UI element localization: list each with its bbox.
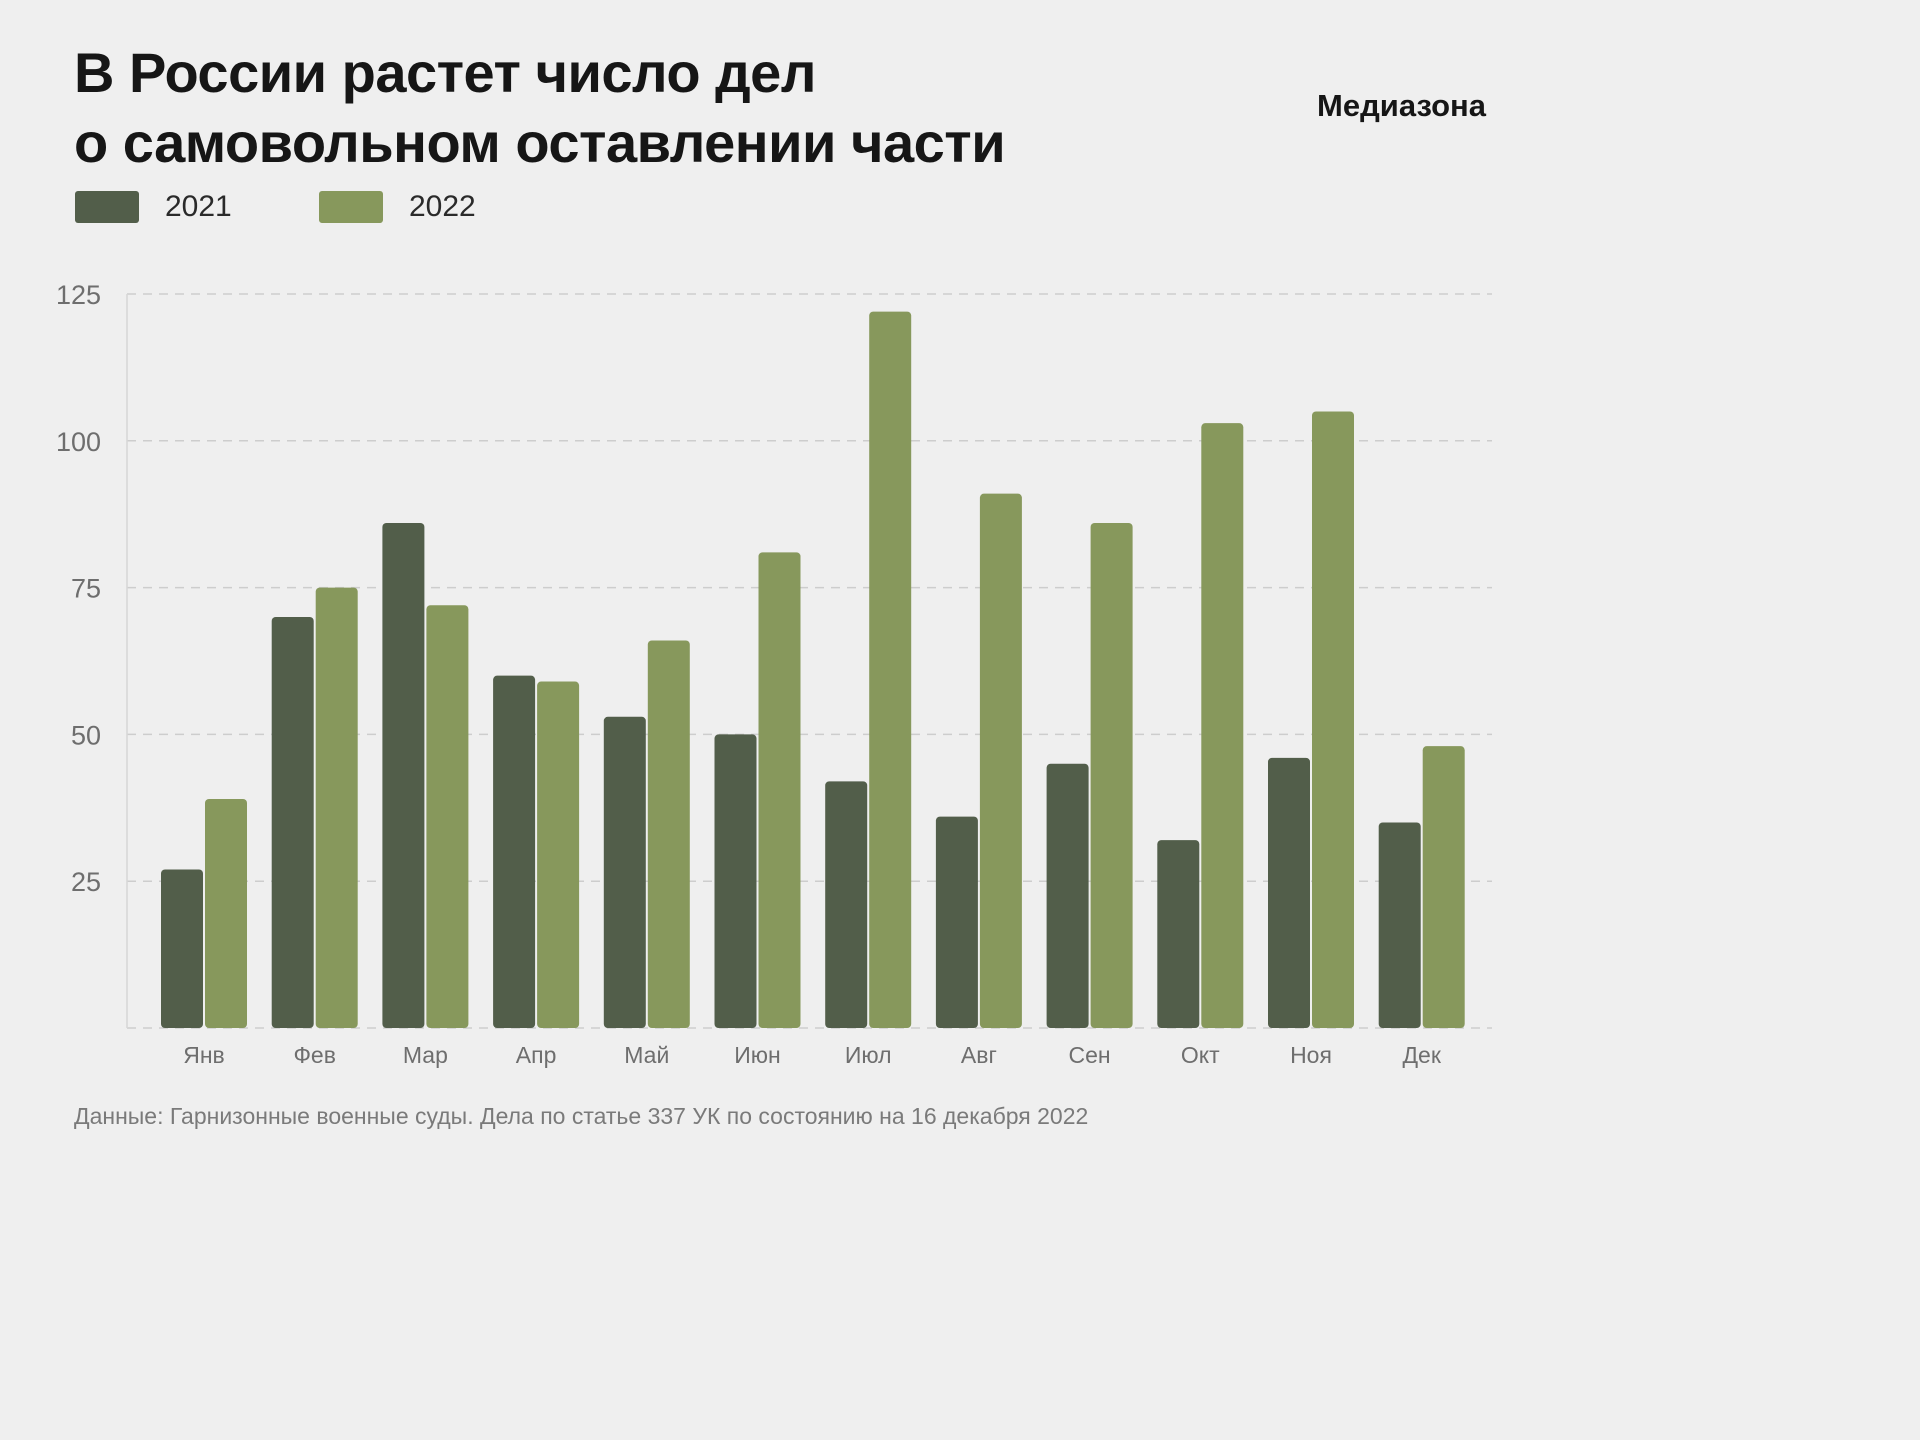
bar-2021-Окт [1157,840,1200,1028]
bar-2022-Мар [426,605,469,1028]
bar-2022-Апр [537,681,580,1028]
y-tick-label-25: 25 [71,867,101,897]
bar-2022-Май [647,640,690,1028]
x-tick-label-Окт: Окт [1181,1042,1220,1068]
x-tick-label-Дек: Дек [1402,1042,1441,1068]
y-tick-label-100: 100 [56,427,101,457]
bar-2022-Фев [315,587,358,1028]
x-tick-label-Июл: Июл [845,1042,892,1068]
legend-swatch-2021 [75,191,139,223]
bar-2022-Авг [979,493,1022,1028]
bar-2021-Дек [1378,822,1421,1028]
x-tick-label-Мар: Мар [403,1042,448,1068]
bar-2021-Июл [825,781,868,1028]
y-tick-label-125: 125 [56,280,101,310]
chart-title-line-2: о самовольном оставлении части [74,111,1006,174]
bar-2022-Дек [1422,746,1465,1028]
bar-2021-Фев [271,616,314,1028]
legend-swatch-2022 [319,191,383,223]
bar-2021-Авг [935,816,978,1028]
x-tick-label-Авг: Авг [961,1042,997,1068]
bar-2021-Май [603,716,646,1028]
legend-label-2021: 2021 [165,190,232,223]
y-tick-label-75: 75 [71,574,101,604]
x-tick-label-Апр: Апр [516,1042,557,1068]
bar-2021-Сен [1046,763,1089,1028]
legend-item-2021: 2021 [75,190,232,224]
x-tick-label-Фев: Фев [293,1042,336,1068]
x-tick-label-Июн: Июн [734,1042,780,1068]
bar-2022-Сен [1090,523,1133,1028]
bar-2022-Янв [205,798,247,1028]
bar-2021-Апр [493,675,536,1028]
x-tick-label-Ноя: Ноя [1290,1042,1332,1068]
legend-label-2022: 2022 [409,190,476,223]
bar-2022-Июн [758,552,801,1028]
bar-chart: 25 50 75 100 125 Янв Фев Мар Апр Май Июн Июл Авг Сен О… [56,280,1492,1068]
bar-2021-Янв [161,869,203,1028]
y-tick-label-50: 50 [71,720,101,750]
chart-title-line-1: В России растет число дел [74,41,816,104]
source-note: Данные: Гарнизонные военные суды. Дела п… [74,1103,1089,1129]
bar-2022-Окт [1201,423,1244,1029]
x-tick-label-Май: Май [624,1042,669,1068]
legend-item-2022: 2022 [319,190,476,224]
brand-logo: Медиазона [1317,88,1486,123]
bar-2022-Ноя [1312,411,1354,1028]
bar-2021-Мар [382,523,425,1028]
chart-title: В России растет число дел о самовольном … [74,38,1194,178]
bar-2022-Июл [869,311,912,1029]
bar-2021-Ноя [1268,757,1310,1028]
bar-2021-Июн [714,734,757,1028]
x-tick-label-Сен: Сен [1069,1042,1111,1068]
x-tick-label-Янв: Янв [183,1042,225,1068]
